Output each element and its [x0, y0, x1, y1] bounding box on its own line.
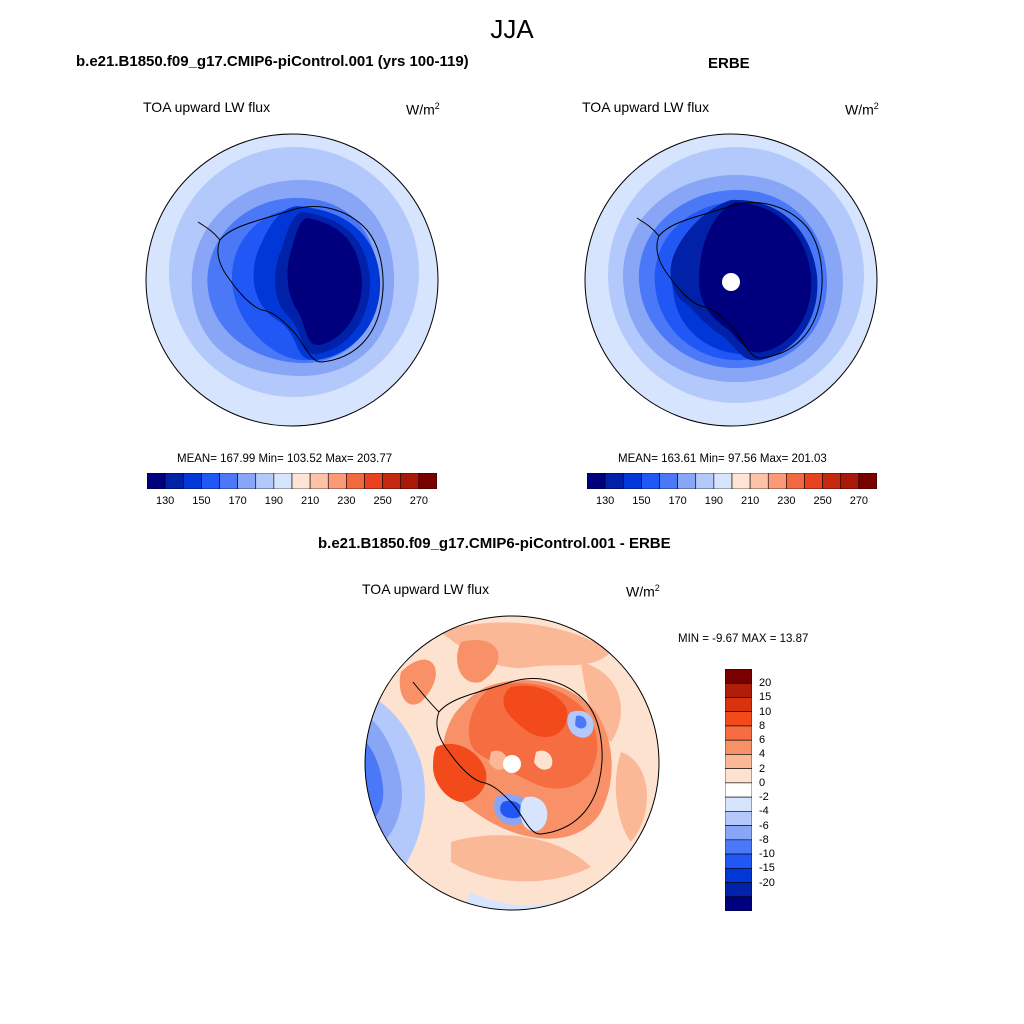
diff-colorbar-box	[725, 839, 752, 855]
diff-colorbar-box	[725, 754, 752, 769]
diff-colorbar-tick-label: 0	[759, 776, 766, 789]
obs-colorbar-box	[767, 473, 787, 489]
obs-colorbar-box	[840, 473, 860, 489]
obs-colorbar-box	[749, 473, 769, 489]
diff-colorbar-box	[725, 853, 752, 869]
obs-colorbar-box	[695, 473, 715, 489]
diff-colorbar-box	[725, 811, 752, 826]
model-colorbar-tick-label: 250	[373, 495, 392, 507]
model-colorbar-box	[418, 473, 437, 489]
diff-variable-label: TOA upward LW flux	[362, 581, 490, 597]
diff-colorbar-box	[725, 739, 752, 755]
diff-colorbar-tick-label: 15	[759, 691, 772, 704]
diff-stats: MIN = -9.67 MAX = 13.87	[678, 633, 809, 645]
figure-title: JJA	[490, 14, 534, 44]
diff-colorbar-box	[725, 867, 752, 883]
model-colorbar	[147, 473, 437, 489]
model-colorbar-box	[309, 473, 329, 489]
model-colorbar-tick-label: 150	[192, 495, 211, 507]
model-colorbar-box	[255, 473, 275, 489]
model-colorbar-box	[219, 473, 238, 489]
model-stats: MEAN= 167.99 Min= 103.52 Max= 203.77	[177, 453, 393, 465]
obs-colorbar-box	[587, 473, 606, 489]
obs-panel-title: ERBE	[708, 55, 750, 72]
diff-colorbar-tick-label: -6	[759, 819, 769, 832]
model-colorbar-box	[164, 473, 184, 489]
diff-colorbar-box	[725, 825, 752, 841]
diff-colorbar-tick-label: -4	[759, 805, 769, 818]
obs-colorbar-tick-label: 130	[595, 495, 615, 507]
diff-colorbar-box	[725, 682, 752, 698]
diff-colorbar-tick-label: -8	[759, 833, 769, 846]
obs-colorbar-box	[713, 473, 733, 489]
model-colorbar-tick-label: 210	[300, 495, 320, 507]
diff-colorbar-tick-label: 10	[759, 705, 772, 718]
diff-colorbar-box	[725, 711, 752, 727]
obs-polar-map	[584, 133, 878, 427]
diff-colorbar-box	[725, 697, 752, 713]
model-polar-map	[145, 133, 439, 427]
obs-colorbar-box	[604, 473, 624, 489]
diff-colorbar-tick-label: -20	[759, 876, 775, 889]
obs-colorbar-box	[641, 473, 660, 489]
obs-colorbar-box	[622, 473, 642, 489]
model-colorbar-tick-label: 270	[409, 495, 429, 507]
model-colorbar-box	[182, 473, 202, 489]
model-colorbar-box	[273, 473, 293, 489]
obs-colorbar-tick-label: 190	[704, 495, 724, 507]
obs-colorbar	[587, 473, 877, 489]
model-panel-title: b.e21.B1850.f09_g17.CMIP6-piControl.001 …	[76, 53, 469, 70]
model-colorbar-box	[400, 473, 420, 489]
diff-polar-map	[364, 615, 660, 911]
model-colorbar-box	[327, 473, 347, 489]
diff-panel-title: b.e21.B1850.f09_g17.CMIP6-piControl.001 …	[318, 535, 671, 552]
obs-colorbar-tick-label: 170	[668, 495, 687, 507]
diff-colorbar-box	[725, 669, 752, 684]
obs-colorbar-tick-label: 150	[632, 495, 651, 507]
obs-colorbar-tick-label: 250	[813, 495, 832, 507]
diff-units-label: W/m2	[626, 583, 660, 600]
diff-colorbar-tick-label: -15	[759, 862, 775, 875]
model-colorbar-box	[237, 473, 257, 489]
model-colorbar-box	[147, 473, 166, 489]
model-colorbar-box	[201, 473, 220, 489]
diff-colorbar-tick-label: 2	[759, 762, 766, 775]
model-colorbar-tick-label: 230	[337, 495, 356, 507]
obs-colorbar-box	[804, 473, 823, 489]
model-colorbar-tick-label: 170	[228, 495, 247, 507]
diff-colorbar-box	[725, 725, 752, 741]
diff-colorbar-box	[725, 882, 752, 898]
diff-colorbar-tick-label: 8	[759, 719, 766, 732]
obs-colorbar-tick-label: 230	[777, 495, 796, 507]
model-colorbar-tick-label: 130	[155, 495, 175, 507]
diff-colorbar	[725, 669, 752, 911]
obs-colorbar-box	[858, 473, 877, 489]
diff-colorbar-box	[725, 896, 752, 911]
obs-colorbar-tick-label: 210	[740, 495, 760, 507]
obs-colorbar-box	[659, 473, 678, 489]
diff-colorbar-tick-label: -2	[759, 791, 769, 804]
model-colorbar-box	[364, 473, 383, 489]
obs-colorbar-box	[822, 473, 842, 489]
diff-colorbar-box	[725, 782, 752, 798]
diff-colorbar-tick-label: 20	[759, 677, 772, 690]
diff-colorbar-tick-label: 6	[759, 734, 766, 747]
model-units-label: W/m2	[406, 101, 440, 118]
diff-colorbar-tick-label: 4	[759, 748, 766, 761]
obs-stats: MEAN= 163.61 Min= 97.56 Max= 201.03	[618, 453, 827, 465]
obs-colorbar-box	[677, 473, 697, 489]
model-colorbar-box	[346, 473, 365, 489]
diff-colorbar-tick-label: -10	[759, 848, 775, 861]
obs-colorbar-box	[786, 473, 805, 489]
obs-colorbar-tick-label: 270	[849, 495, 869, 507]
diff-colorbar-box	[725, 768, 752, 784]
diff-colorbar-box	[725, 796, 752, 812]
model-colorbar-tick-label: 190	[264, 495, 284, 507]
obs-colorbar-box	[731, 473, 751, 489]
obs-units-label: W/m2	[845, 101, 879, 118]
model-variable-label: TOA upward LW flux	[143, 99, 271, 115]
model-colorbar-box	[291, 473, 311, 489]
model-colorbar-box	[382, 473, 402, 489]
obs-variable-label: TOA upward LW flux	[582, 99, 710, 115]
